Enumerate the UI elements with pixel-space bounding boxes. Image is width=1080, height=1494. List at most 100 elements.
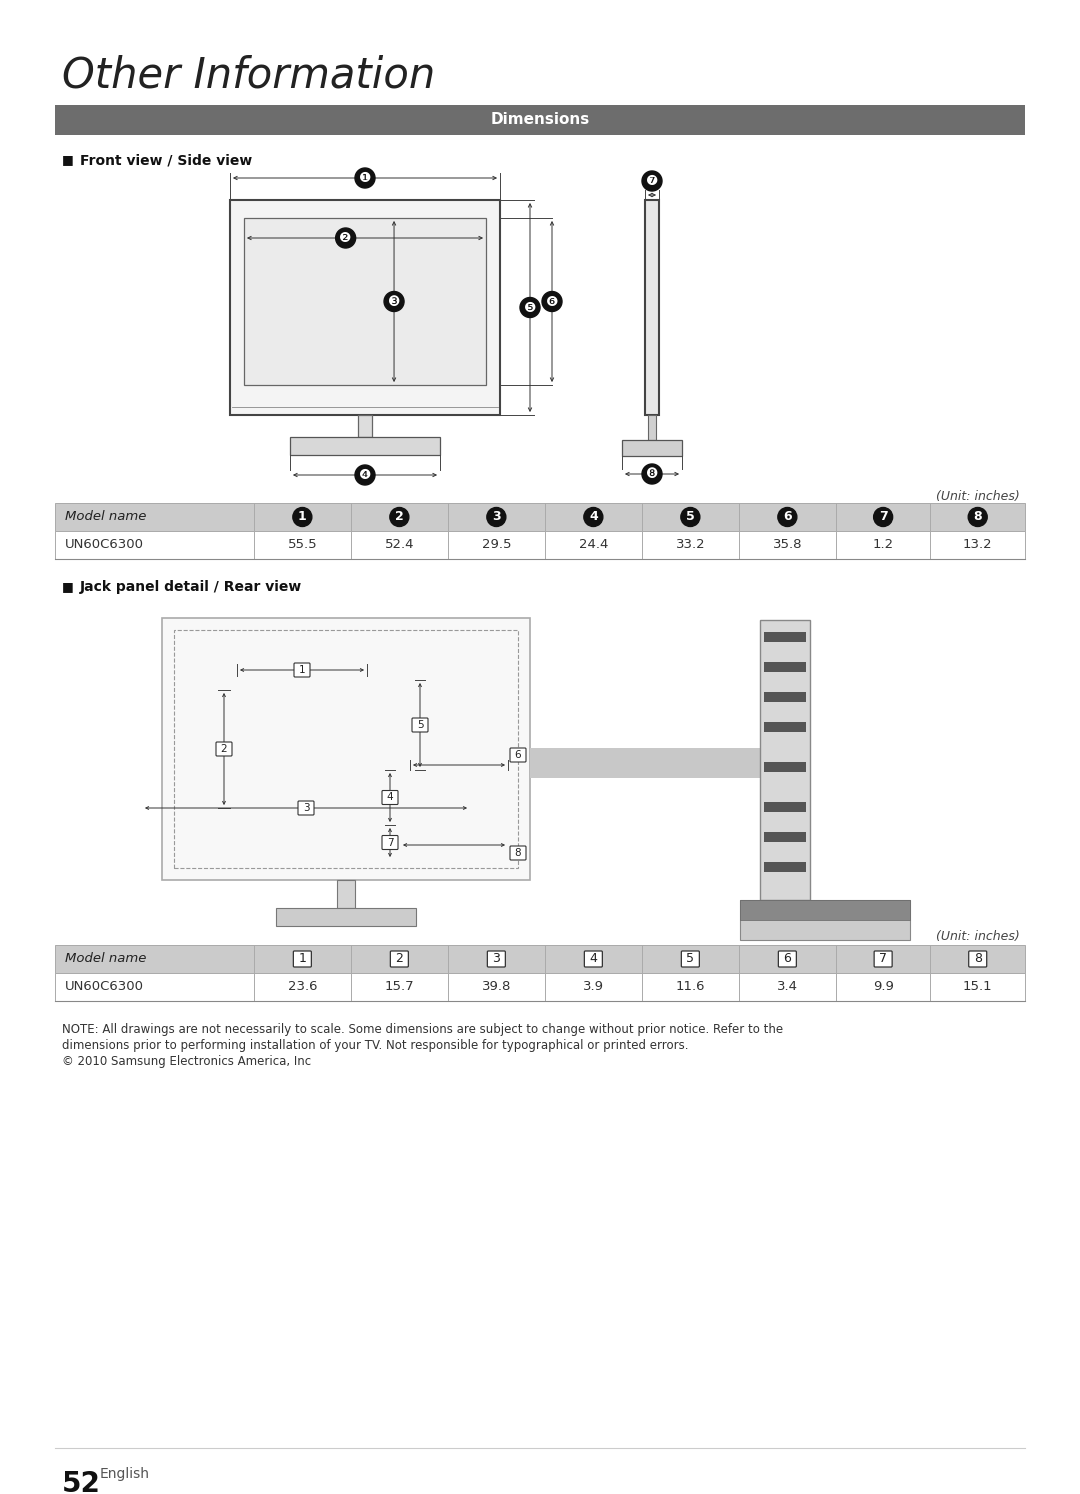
- FancyBboxPatch shape: [779, 952, 796, 967]
- Bar: [764, 692, 806, 702]
- Text: ❽: ❽: [646, 468, 658, 481]
- Text: © 2010 Samsung Electronics America, Inc: © 2010 Samsung Electronics America, Inc: [62, 1055, 311, 1068]
- Text: Model name: Model name: [65, 953, 147, 965]
- Text: ❸: ❸: [388, 294, 401, 308]
- Text: 5: 5: [686, 511, 694, 523]
- FancyBboxPatch shape: [390, 952, 408, 967]
- Text: Front view / Side view: Front view / Side view: [80, 152, 253, 167]
- Circle shape: [336, 229, 355, 248]
- Text: 4: 4: [387, 792, 393, 802]
- Text: 3: 3: [302, 802, 309, 813]
- FancyBboxPatch shape: [298, 801, 314, 816]
- Bar: [291, 438, 440, 456]
- Text: ■: ■: [62, 580, 73, 593]
- FancyBboxPatch shape: [584, 952, 603, 967]
- Circle shape: [542, 291, 562, 312]
- Circle shape: [293, 508, 312, 526]
- Bar: [622, 441, 681, 456]
- Text: 15.1: 15.1: [963, 980, 993, 994]
- Bar: [55, 105, 1025, 134]
- Bar: [648, 415, 656, 441]
- Text: 2: 2: [220, 744, 227, 754]
- Bar: [357, 415, 372, 438]
- Text: 7: 7: [387, 838, 393, 847]
- Bar: [162, 619, 530, 880]
- Circle shape: [642, 170, 662, 191]
- Text: 7: 7: [879, 953, 887, 965]
- Text: UN60C6300: UN60C6300: [65, 980, 144, 994]
- Bar: [764, 862, 806, 872]
- Bar: [764, 802, 806, 813]
- FancyBboxPatch shape: [969, 952, 987, 967]
- Text: ■: ■: [62, 152, 73, 166]
- Text: dimensions prior to performing installation of your TV. Not responsible for typo: dimensions prior to performing installat…: [62, 1038, 689, 1052]
- Circle shape: [642, 465, 662, 484]
- Text: ❷: ❷: [339, 232, 352, 245]
- Text: 29.5: 29.5: [482, 538, 511, 551]
- Text: Dimensions: Dimensions: [490, 112, 590, 127]
- Bar: [764, 762, 806, 772]
- Bar: [764, 662, 806, 672]
- Circle shape: [390, 508, 409, 526]
- Circle shape: [778, 508, 797, 526]
- Text: 5: 5: [687, 953, 694, 965]
- Text: 24.4: 24.4: [579, 538, 608, 551]
- Text: 9.9: 9.9: [873, 980, 893, 994]
- Bar: [244, 218, 486, 385]
- Text: 1: 1: [298, 511, 307, 523]
- Text: 23.6: 23.6: [287, 980, 318, 994]
- Circle shape: [355, 167, 375, 188]
- Text: 2: 2: [395, 511, 404, 523]
- FancyBboxPatch shape: [487, 952, 505, 967]
- Text: 1.2: 1.2: [873, 538, 894, 551]
- Text: 3.9: 3.9: [583, 980, 604, 994]
- FancyBboxPatch shape: [681, 952, 700, 967]
- FancyBboxPatch shape: [216, 743, 232, 756]
- Circle shape: [384, 291, 404, 312]
- Circle shape: [874, 508, 893, 526]
- Text: ❺: ❺: [524, 300, 537, 315]
- Text: 6: 6: [783, 953, 792, 965]
- Text: 3.4: 3.4: [777, 980, 798, 994]
- Circle shape: [680, 508, 700, 526]
- Text: 52: 52: [62, 1470, 100, 1494]
- Text: 13.2: 13.2: [963, 538, 993, 551]
- Text: 11.6: 11.6: [676, 980, 705, 994]
- FancyBboxPatch shape: [510, 846, 526, 861]
- Bar: [230, 200, 500, 415]
- Text: Other Information: Other Information: [62, 55, 435, 97]
- Text: 1: 1: [299, 665, 306, 675]
- Text: 6: 6: [783, 511, 792, 523]
- Bar: [760, 620, 810, 899]
- Text: 8: 8: [973, 511, 982, 523]
- Bar: [764, 832, 806, 843]
- Text: (Unit: inches): (Unit: inches): [936, 490, 1020, 503]
- Bar: [337, 880, 355, 908]
- Bar: [276, 908, 416, 926]
- Bar: [55, 503, 1025, 530]
- Text: UN60C6300: UN60C6300: [65, 538, 144, 551]
- Text: 39.8: 39.8: [482, 980, 511, 994]
- Text: ❶: ❶: [359, 170, 372, 185]
- Text: 3: 3: [492, 511, 501, 523]
- FancyBboxPatch shape: [382, 790, 399, 804]
- Text: 8: 8: [974, 953, 982, 965]
- Text: 8: 8: [515, 849, 522, 858]
- FancyBboxPatch shape: [874, 952, 892, 967]
- Text: NOTE: All drawings are not necessarily to scale. Some dimensions are subject to : NOTE: All drawings are not necessarily t…: [62, 1023, 783, 1035]
- Bar: [764, 722, 806, 732]
- Text: ❹: ❹: [359, 468, 372, 483]
- Bar: [55, 530, 1025, 559]
- FancyBboxPatch shape: [411, 719, 428, 732]
- Circle shape: [355, 465, 375, 486]
- Circle shape: [519, 297, 540, 318]
- Text: 6: 6: [515, 750, 522, 760]
- Circle shape: [968, 508, 987, 526]
- Bar: [740, 899, 910, 940]
- Text: 55.5: 55.5: [287, 538, 318, 551]
- Text: Jack panel detail / Rear view: Jack panel detail / Rear view: [80, 580, 302, 595]
- Bar: [55, 973, 1025, 1001]
- Circle shape: [584, 508, 603, 526]
- Text: 4: 4: [590, 953, 597, 965]
- Text: 1: 1: [298, 953, 307, 965]
